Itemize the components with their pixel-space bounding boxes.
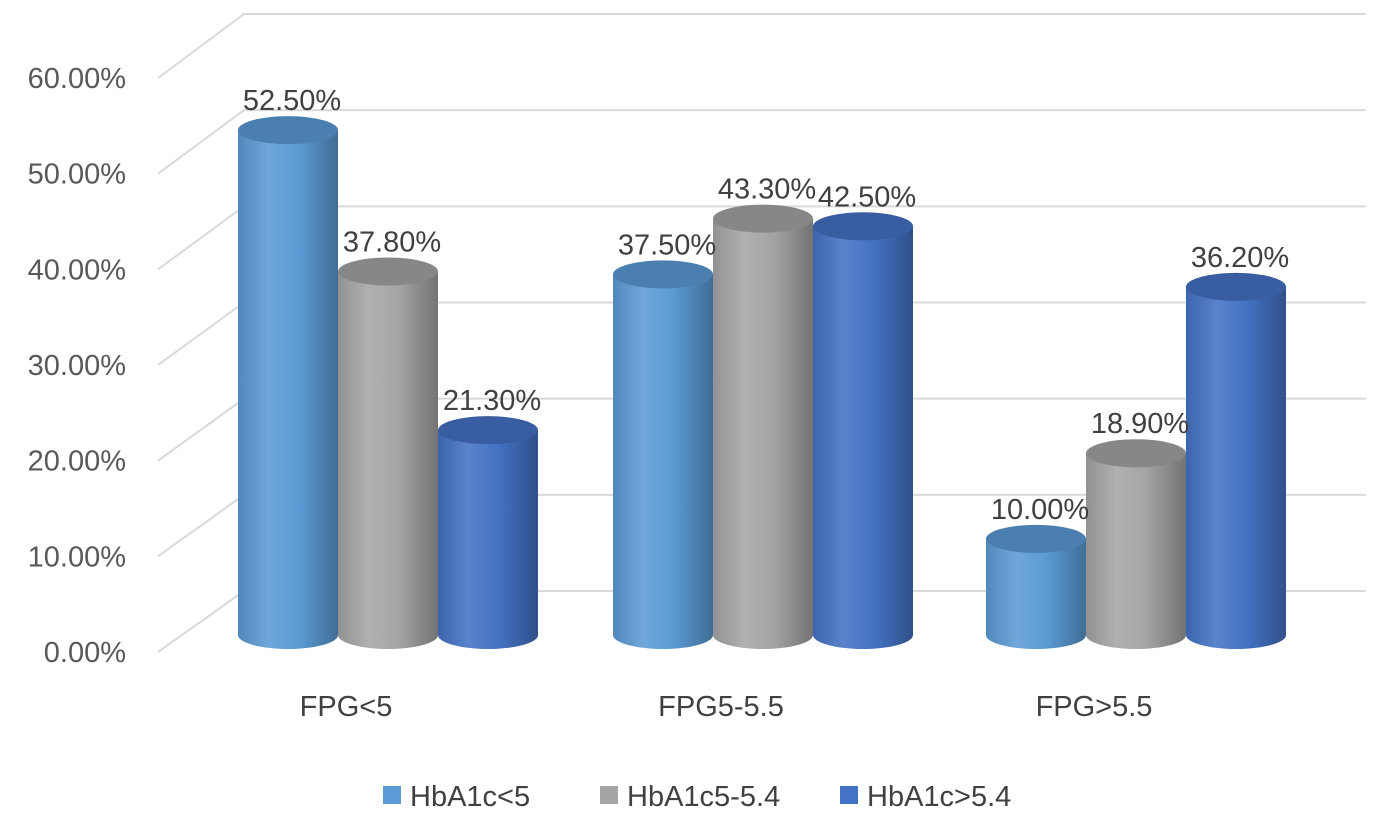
- bar-fpg-5-5-hba1c-5: [986, 524, 1086, 649]
- gridline-60: [157, 13, 1366, 79]
- data-label-fpg-5-hba1c-5: 52.50%: [243, 85, 341, 117]
- legend-swatch: [840, 786, 858, 804]
- bar-body: [613, 274, 713, 649]
- legend-item-hba1c-5-4[interactable]: HbA1c>5.4: [840, 781, 1011, 813]
- bar-fpg5-5-5-hba1c-5: [613, 260, 713, 649]
- bar-body: [438, 430, 538, 649]
- bar-body: [986, 538, 1086, 649]
- data-label-fpg5-5-5-hba1c-5: 37.50%: [618, 229, 716, 261]
- legend-label: HbA1c5-5.4: [627, 781, 780, 813]
- bar-fpg-5-hba1c5-5-4: [338, 257, 438, 649]
- gridline-50: [157, 109, 1366, 175]
- bars: [238, 116, 1286, 649]
- bar-fpg-5-5-hba1c5-5-4: [1086, 439, 1186, 649]
- legend-item-hba1c5-5-4[interactable]: HbA1c5-5.4: [600, 781, 780, 813]
- y-tick-label: 20.00%: [28, 446, 126, 478]
- bar-body: [238, 130, 338, 649]
- x-axis-categories: FPG<5 FPG5-5.5 FPG>5.5: [300, 691, 1153, 723]
- data-label-fpg-5-hba1c-5-4: 21.30%: [443, 385, 541, 417]
- bar-fpg-5-5-hba1c-5-4: [1186, 272, 1286, 649]
- data-labels: 52.50% 37.80% 21.30% 37.50%43.30% 42.50% 10.0…: [243, 85, 1289, 526]
- data-label-fpg5-5-5-hba1c5-5-4: 43.30%: [718, 174, 816, 206]
- y-tick-label: 0.00%: [44, 637, 126, 669]
- bar-cap: [1086, 439, 1186, 468]
- data-label-fpg-5-hba1c5-5-4: 37.80%: [343, 226, 441, 258]
- y-tick-label: 30.00%: [28, 350, 126, 382]
- legend-item-hba1c-5[interactable]: HbA1c<5: [383, 781, 530, 813]
- category-label-fpg5-5-5: FPG5-5.5: [658, 691, 784, 723]
- y-axis-ticks: 0.00% 10.00% 20.00% 30.00% 40.00% 50.00% 60.00…: [28, 63, 126, 669]
- y-tick-label: 60.00%: [28, 63, 126, 95]
- legend-swatch: [600, 786, 618, 804]
- legend[interactable]: HbA1c<5 HbA1c5-5.4 HbA1c>5.4: [383, 781, 1011, 813]
- category-label-fpg-5: FPG<5: [300, 691, 393, 723]
- category-label-fpg-5-5: FPG>5.5: [1036, 691, 1153, 723]
- bar-fpg5-5-5-hba1c-5-4: [813, 212, 913, 649]
- bar-cap: [1186, 272, 1286, 301]
- bar-cap: [813, 212, 913, 241]
- y-tick-label: 40.00%: [28, 254, 126, 286]
- bar-body: [813, 226, 913, 649]
- legend-swatch: [383, 786, 401, 804]
- bar-body: [338, 271, 438, 649]
- bar-body: [1086, 453, 1186, 649]
- legend-label: HbA1c>5.4: [867, 781, 1011, 813]
- bar-body: [713, 218, 813, 649]
- bar-body: [1186, 286, 1286, 649]
- data-label-fpg-5-5-hba1c-5: 10.00%: [991, 494, 1089, 526]
- legend-label: HbA1c<5: [410, 781, 530, 813]
- bar-fpg5-5-5-hba1c5-5-4: [713, 204, 813, 649]
- bar-cap: [986, 524, 1086, 553]
- y-tick-label: 50.00%: [28, 159, 126, 191]
- bar-cap: [438, 416, 538, 445]
- bar-cap: [338, 257, 438, 286]
- bar-cap: [238, 116, 338, 145]
- data-label-fpg-5-5-hba1c5-5-4: 18.90%: [1091, 408, 1189, 440]
- bar-fpg-5-hba1c-5-4: [438, 416, 538, 649]
- bar-fpg-5-hba1c-5: [238, 116, 338, 649]
- bar-cap: [613, 260, 713, 289]
- data-label-fpg5-5-5-hba1c-5-4: 42.50%: [818, 181, 916, 213]
- y-tick-label: 10.00%: [28, 541, 126, 573]
- data-label-fpg-5-5-hba1c-5-4: 36.20%: [1191, 242, 1289, 274]
- bar-cap: [713, 204, 813, 233]
